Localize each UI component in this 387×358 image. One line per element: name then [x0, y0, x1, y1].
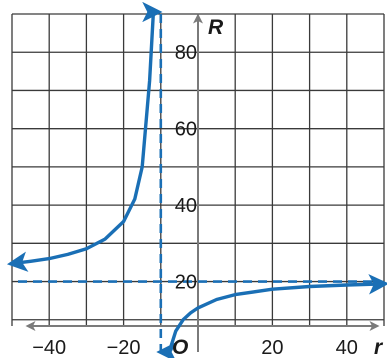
y-tick-label: 20	[175, 272, 197, 294]
x-tick-label: −20	[107, 337, 141, 358]
axes	[25, 13, 380, 352]
x-tick-label: 20	[261, 337, 283, 358]
labels: −40 −20 20 40 20 40 60 80 Rr O	[32, 16, 384, 358]
y-axis-label: R	[208, 16, 224, 39]
series-line-2	[156, 274, 387, 358]
series-line-1	[6, 1, 163, 272]
x-tick-label: −40	[32, 337, 66, 358]
x-axis-label: r	[374, 336, 384, 358]
y-tick-label: 80	[175, 42, 197, 64]
x-tick-label: 40	[336, 337, 358, 358]
origin-label: O	[172, 336, 188, 358]
y-tick-label: 60	[175, 119, 197, 141]
y-tick-label: 40	[175, 195, 197, 217]
curves	[6, 1, 387, 358]
